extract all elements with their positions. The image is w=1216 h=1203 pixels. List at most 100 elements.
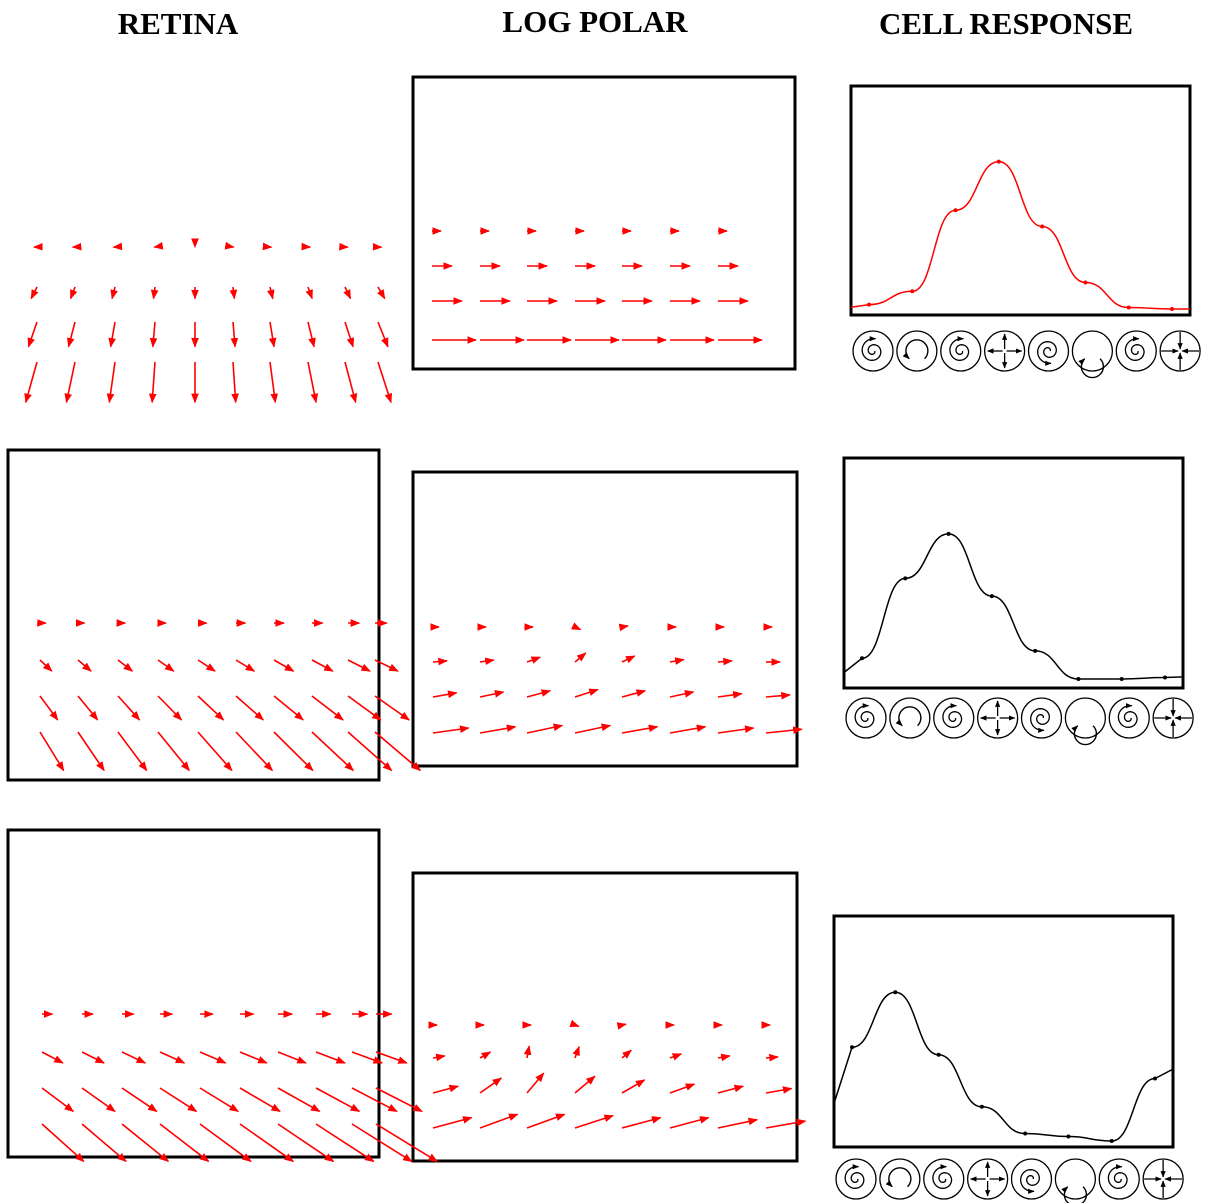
tick-mark xyxy=(1171,914,1175,918)
logpolar-field-row2-vector xyxy=(479,690,505,698)
retina-field-row2-vector xyxy=(311,659,334,672)
retina-field-row2-vector xyxy=(157,659,175,672)
spiral-ccw-icon xyxy=(852,330,894,372)
logpolar-field-row2 xyxy=(430,622,803,734)
plot-frame xyxy=(832,914,1175,1149)
retina-field-row2-vector xyxy=(374,695,410,721)
retina-field-row3-vector xyxy=(81,1123,127,1163)
logpolar-frame-row1 xyxy=(411,75,797,371)
retina-field-row3-vector xyxy=(351,1087,398,1113)
rotation-ccw-icon xyxy=(879,1158,921,1200)
retina-field-row1-vector xyxy=(24,361,38,404)
logpolar-field-row2-vector xyxy=(669,724,707,734)
tick-mark xyxy=(842,686,846,690)
logpolar-field-row3-vector xyxy=(765,1118,807,1129)
cell-response-plot-row1 xyxy=(849,84,1201,379)
tick-mark xyxy=(1123,1145,1127,1149)
pattern-icons-row1 xyxy=(852,330,1201,379)
logpolar-field-row2-vector xyxy=(717,691,743,699)
rotation-ccw-icon xyxy=(896,330,938,372)
tick-mark xyxy=(939,686,943,690)
retina-field-row2 xyxy=(37,619,422,772)
retina-field-row3-vector xyxy=(121,1087,158,1113)
retina-field-row3-vector xyxy=(159,1087,198,1113)
tick-mark xyxy=(890,456,894,460)
tick-mark xyxy=(1123,914,1127,918)
retina-field-row1-vector xyxy=(149,321,158,348)
retina-field-row1-vector xyxy=(148,361,157,404)
tick-mark xyxy=(832,914,836,918)
retina-field-row2-vector xyxy=(347,731,393,772)
retina-field-row1-vector xyxy=(27,321,38,348)
logpolar-field-row2-vector xyxy=(432,725,470,734)
column-title-log-polar: LOG POLAR xyxy=(502,4,688,39)
tick-mark xyxy=(849,84,853,88)
rotation-ccw-icon xyxy=(889,697,931,739)
retina-field-row3-vector xyxy=(239,1123,295,1163)
logpolar-field-row2-vector xyxy=(570,622,582,631)
tick-mark xyxy=(1091,313,1095,317)
retina-field-row1-vector xyxy=(377,361,393,404)
logpolar-field-row2-vector xyxy=(717,657,733,666)
data-point xyxy=(1153,1076,1157,1081)
retina-field-row1-vector xyxy=(108,321,116,348)
retina-field-row2-vector xyxy=(77,659,92,672)
logpolar-field-row3-vector xyxy=(621,1079,646,1094)
retina-field-row2-vector xyxy=(39,695,59,721)
data-point xyxy=(953,208,958,213)
retina-field-row1-vector xyxy=(30,286,39,300)
contraction-icon xyxy=(1159,330,1201,372)
tick-mark xyxy=(977,914,981,918)
retina-field-row3-vector xyxy=(351,1051,384,1064)
logpolar-field-row2-vector xyxy=(432,690,458,699)
retina-field-row3-vector xyxy=(315,1087,361,1113)
retina-field-row3-vector xyxy=(277,1051,307,1064)
retina-field-row3-vector xyxy=(121,1051,147,1064)
logpolar-field-row3-vector xyxy=(765,1053,779,1062)
retina-frame-row3 xyxy=(6,828,381,1159)
retina-field-row2-vector xyxy=(273,695,304,721)
retina-field-row1-vector xyxy=(268,321,277,348)
logpolar-field-row3-vector xyxy=(523,1045,532,1059)
logpolar-field-row2-vector xyxy=(669,690,695,698)
retina-field-row2-vector xyxy=(157,731,190,772)
tick-mark xyxy=(842,456,846,460)
spiral-in-icon xyxy=(933,697,975,739)
retina-field-row3-vector xyxy=(159,1051,186,1064)
logpolar-field-row2-vector xyxy=(432,657,448,666)
retina-field-row3-vector xyxy=(239,1087,281,1113)
tick-mark xyxy=(987,456,991,460)
expansion-icon xyxy=(966,1158,1009,1200)
logpolar-field-row3-vector xyxy=(717,1117,759,1129)
data-point xyxy=(936,1052,941,1057)
retina-field-row1-vector xyxy=(344,321,355,348)
tick-mark xyxy=(897,84,901,88)
retina-field-row1-vector xyxy=(377,321,389,348)
spiral-in-icon xyxy=(940,330,982,372)
plot-frame xyxy=(842,456,1185,690)
logpolar-field-row3-vector xyxy=(569,1019,580,1028)
logpolar-field-row3-vector xyxy=(432,1053,446,1062)
rotation-cw-icon xyxy=(1054,1158,1097,1203)
tick-mark xyxy=(987,686,991,690)
tick-mark xyxy=(1084,686,1088,690)
logpolar-field-row2-vector xyxy=(621,724,659,734)
tick-mark xyxy=(929,914,933,918)
logpolar-field-row2-vector xyxy=(765,726,803,734)
retina-field-row2-vector xyxy=(197,695,225,721)
logpolar-field-row2-vector xyxy=(526,723,564,734)
logpolar-field-row3-vector xyxy=(616,1022,627,1030)
logpolar-field-row1 xyxy=(432,227,763,344)
retina-frame-row2 xyxy=(6,448,381,782)
tick-mark xyxy=(890,686,894,690)
data-point xyxy=(893,990,898,995)
data-point xyxy=(1163,675,1167,680)
retina-field-row2-vector xyxy=(374,731,422,772)
logpolar-field-row3-vector xyxy=(526,1072,545,1094)
retina-field-row3-vector xyxy=(375,1051,408,1064)
retina-field-row3-vector xyxy=(375,1123,438,1163)
tick-mark xyxy=(1140,84,1144,88)
tick-mark xyxy=(1188,313,1192,317)
response-curve xyxy=(843,533,1184,680)
